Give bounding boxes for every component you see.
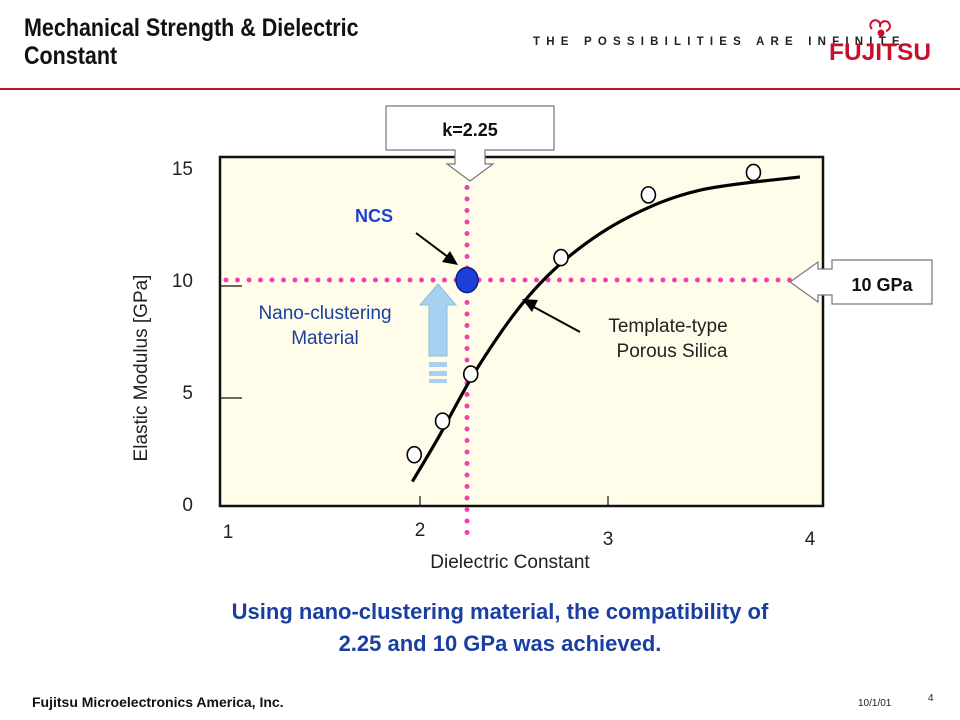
y-tick-label: 5 [182, 383, 193, 404]
x-tick-label: 1 [223, 522, 234, 543]
data-point-porous-silica [553, 248, 569, 267]
ncs-pointer-arrowhead [442, 251, 458, 265]
conclusion-text: Using nano-clustering material, the comp… [100, 596, 900, 660]
ncs-pointer-arrow [415, 232, 449, 258]
page-title: Mechanical Strength & Dielectric Constan… [24, 14, 359, 70]
y-tick-label: 15 [172, 159, 193, 180]
y-tick-label: 0 [182, 495, 193, 516]
y-axis-label: Elastic Modulus [GPa] [131, 275, 152, 462]
fujitsu-logo: FUJITSU [829, 19, 931, 66]
data-point-porous-silica [462, 365, 479, 383]
k-label: k=2.25 [442, 120, 498, 140]
gpa-callout-box [788, 259, 933, 305]
data-point-porous-silica [640, 186, 657, 204]
data-point-porous-silica [745, 163, 762, 182]
x-axis-label: Dielectric Constant [430, 552, 590, 573]
data-point-ncs [455, 266, 479, 294]
ncs-label: NCS [355, 206, 393, 226]
template-label-line1: Template-type [608, 316, 727, 337]
nano-label-line2: Material [291, 328, 359, 349]
gpa-label: 10 GPa [851, 275, 913, 295]
x-tick-label: 2 [415, 520, 426, 541]
nano-label-line1: Nano-clustering [258, 303, 391, 324]
template-pointer-arrow [531, 305, 581, 333]
header-rule [0, 88, 960, 90]
footer-date: 10/1/01 [858, 698, 892, 709]
brand-tagline: THE POSSIBILITIES ARE INFINITE [533, 36, 906, 48]
data-point-porous-silica [434, 412, 451, 430]
k-callout-box [385, 105, 555, 182]
logo-wordmark: FUJITSU [829, 39, 931, 66]
data-point-porous-silica [406, 445, 423, 464]
plot-area [218, 155, 825, 508]
conclusion-line2: 2.25 and 10 GPa was achieved. [338, 631, 662, 656]
x-tick-label: 3 [603, 529, 614, 550]
conclusion-line1: Using nano-clustering material, the comp… [231, 599, 769, 624]
template-pointer-arrowhead [522, 299, 538, 312]
up-arrow-dash [429, 371, 447, 376]
footer-company: Fujitsu Microelectronics America, Inc. [32, 694, 284, 710]
up-arrow-shaft [418, 283, 458, 357]
improvement-up-arrow [418, 283, 458, 383]
y-tick-label: 10 [172, 271, 193, 292]
up-arrow-dash [429, 362, 447, 367]
template-label-line2: Porous Silica [617, 341, 728, 362]
up-arrow-dash [429, 379, 447, 383]
x-tick-label: 4 [805, 529, 816, 550]
footer-page-number: 4 [928, 693, 934, 704]
